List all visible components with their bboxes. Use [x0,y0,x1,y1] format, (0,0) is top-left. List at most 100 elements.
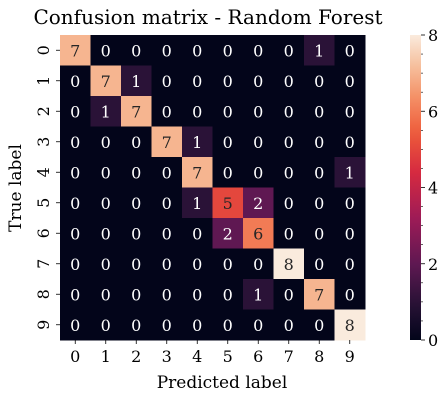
cell-value-label: 0 [101,224,111,243]
cell-value-label: 0 [162,72,172,91]
heatmap-cell [304,279,335,310]
heatmap-cell [334,96,366,127]
heatmap-cell [151,248,183,280]
heatmap-cell [121,65,152,97]
cell-value-label: 8 [284,255,294,274]
cell-value-label: 7 [162,133,172,152]
heatmap-cell [212,187,244,219]
y-tick-label: 9 [34,320,53,330]
cell-value-label: 0 [314,255,324,274]
y-tick-label: 4 [34,167,53,177]
cell-value-label: 0 [162,194,172,213]
heatmap-cell [334,65,366,97]
heatmap-cell [273,96,305,127]
colorbar-tick-label: 6 [428,102,438,121]
cell-value-label: 0 [192,72,202,91]
heatmap-cell [334,309,366,341]
heatmap-cell [304,65,335,97]
heatmap-cell [243,126,274,158]
x-tick-label: 1 [101,347,111,366]
cell-value-label: 0 [162,102,172,121]
cell-value-label: 0 [192,224,202,243]
heatmap-cell [334,218,366,249]
cell-value-label: 0 [162,285,172,304]
heatmap-cell [243,218,274,249]
heatmap-cell [121,96,152,127]
cell-value-label: 0 [253,102,263,121]
heatmap-cell [243,65,274,97]
cell-value-label: 0 [192,285,202,304]
x-axis-ticks: 0 1 2 3 4 5 6 7 8 9 [70,340,355,366]
cell-value-label: 0 [253,316,263,335]
heatmap-cell [90,309,122,341]
x-tick-label: 0 [70,347,80,366]
cell-value-label: 0 [284,316,294,335]
cell-value-label: 0 [131,163,141,182]
cell-value-label: 0 [314,224,324,243]
heatmap-cell [334,35,366,66]
colorbar: 0 2 4 6 8 [410,26,438,350]
cell-value-label: 0 [253,133,263,152]
heatmap-cell [212,65,244,97]
cell-value-label: 0 [345,194,355,213]
heatmap-cell [243,96,274,127]
cell-value-label: 0 [70,316,80,335]
cell-value-label: 0 [345,102,355,121]
cell-value-label: 0 [284,41,294,60]
heatmap-cell [243,187,274,219]
cell-value-label: 0 [192,255,202,274]
colorbar-tick-label: 0 [428,331,438,350]
y-tick-label: 6 [34,228,53,238]
cell-value-label: 7 [131,102,141,121]
x-tick-label: 8 [314,347,324,366]
heatmap-cell [151,279,183,310]
heatmap-cell [121,35,152,66]
heatmap-annotations: 7 0 0 0 0 0 0 0 1 0 0 7 1 0 0 0 0 0 0 0 0 1 7 0 0 0 0 0 0 0 0 0 0 7 1 0 0 0 0 0… [70,41,355,335]
heatmap-cell [121,126,152,158]
cell-value-label: 0 [253,163,263,182]
heatmap-cell [151,96,183,127]
cell-value-label: 0 [284,72,294,91]
cell-value-label: 0 [131,133,141,152]
heatmap-cell [90,279,122,310]
cell-value-label: 1 [345,163,355,182]
cell-value-label: 1 [253,285,263,304]
cell-value-label: 0 [70,224,80,243]
heatmap-cell [60,35,91,66]
x-tick-label: 5 [223,347,233,366]
cell-value-label: 0 [253,72,263,91]
heatmap-cell [60,279,91,310]
cell-value-label: 0 [345,255,355,274]
heatmap-cells [60,35,366,341]
cell-value-label: 0 [70,255,80,274]
heatmap-cell [304,218,335,249]
cell-value-label: 0 [131,41,141,60]
cell-value-label: 0 [345,133,355,152]
heatmap-cell [90,35,122,66]
cell-value-label: 5 [223,194,233,213]
heatmap-cell [212,157,244,188]
cell-value-label: 0 [131,285,141,304]
cell-value-label: 0 [345,285,355,304]
cell-value-label: 0 [314,133,324,152]
cell-value-label: 0 [162,224,172,243]
heatmap-cell [182,309,213,341]
heatmap-cell [304,126,335,158]
heatmap-cell [151,309,183,341]
cell-value-label: 7 [70,41,80,60]
heatmap-cell [60,96,91,127]
heatmap-cell [304,157,335,188]
heatmap-cell [121,279,152,310]
heatmap-cell [273,218,305,249]
cell-value-label: 2 [253,194,263,213]
chart-title: Confusion matrix - Random Forest [33,5,382,29]
cell-value-label: 7 [314,285,324,304]
cell-value-label: 0 [284,194,294,213]
y-tick-label: 0 [34,45,53,55]
heatmap-cell [90,65,122,97]
heatmap-cell [151,218,183,249]
heatmap-cell [121,248,152,280]
cell-value-label: 0 [345,224,355,243]
heatmap-cell [151,187,183,219]
